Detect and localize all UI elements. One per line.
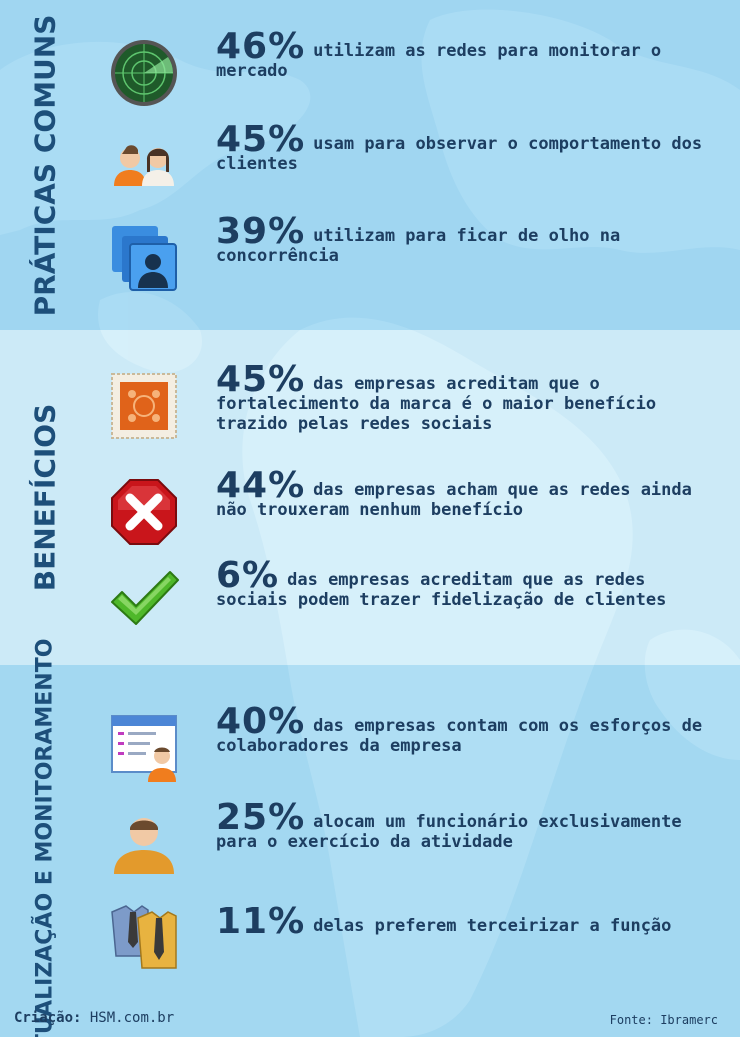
section-title-praticas: PRÁTICAS COMUNS xyxy=(28,14,62,316)
stamp-icon xyxy=(111,373,177,439)
stat-text: 25% alocam um funcionário exclusivamente … xyxy=(216,800,718,853)
stat-description: das empresas contam com os esforços de c… xyxy=(216,716,703,756)
stat-description: usam para observar o comportamento dos c… xyxy=(216,134,703,174)
stat-text: 46% utilizam as redes para monitorar o me… xyxy=(216,29,718,82)
section-title-beneficios: BENEFÍCIOS xyxy=(28,403,62,592)
stat-percentage: 39% xyxy=(216,211,306,252)
people-pair-icon xyxy=(114,145,174,186)
error-stop-icon xyxy=(111,479,177,545)
stat-description: utilizam as redes para monitorar o merca… xyxy=(216,41,662,81)
credit-line: Criação: HSM.com.br xyxy=(14,1010,174,1026)
stat-description: delas preferem terceirizar a função xyxy=(313,916,672,936)
stat-text: 45% usam para observar o comportamento do… xyxy=(216,122,718,175)
credit-value: HSM.com.br xyxy=(89,1010,175,1026)
stat-text: 44% das empresas acham que as redes ainda… xyxy=(216,468,718,521)
stat-text: 6% das empresas acreditam que as redes so… xyxy=(216,558,718,611)
stat-percentage: 46% xyxy=(216,26,306,67)
stat-item: 40% das empresas contam com os esforços d… xyxy=(108,704,718,784)
stat-description: das empresas acreditam que as redes soci… xyxy=(216,570,667,610)
stat-text: 40% das empresas contam com os esforços d… xyxy=(216,704,718,757)
stat-item: 6% das empresas acreditam que as redes so… xyxy=(108,558,718,638)
radar-icon xyxy=(111,40,177,106)
credit-label: Criação: xyxy=(14,1010,82,1026)
checkmark-icon xyxy=(111,571,179,625)
stat-text: 45% das empresas acreditam que o fortalec… xyxy=(216,362,718,435)
stat-description: utilizam para ficar de olho na concorrên… xyxy=(216,226,621,266)
stat-percentage: 25% xyxy=(216,797,306,838)
stat-text: 11% delas preferem terceirizar a função xyxy=(216,904,672,940)
stat-item: 44% das empresas acham que as redes ainda… xyxy=(108,468,718,548)
stat-item: 45% das empresas acreditam que o fortalec… xyxy=(108,362,718,442)
stat-item: 46% utilizam as redes para monitorar o me… xyxy=(108,29,718,109)
contacts-icon xyxy=(112,226,177,291)
stat-percentage: 6% xyxy=(216,555,280,596)
stat-item: 45% usam para observar o comportamento do… xyxy=(108,122,718,202)
stat-percentage: 45% xyxy=(216,119,306,160)
stat-percentage: 40% xyxy=(216,701,306,742)
employee-list-icon xyxy=(111,715,177,782)
source-note: Fonte: Ibramerc xyxy=(609,1013,718,1027)
stat-item: 11% delas preferem terceirizar a função xyxy=(108,902,718,974)
stat-description: das empresas acreditam que o fortalecime… xyxy=(216,374,657,434)
stat-percentage: 44% xyxy=(216,465,306,506)
stat-item: 25% alocam um funcionário exclusivamente … xyxy=(108,800,718,880)
stat-text: 39% utilizam para ficar de olho na concor… xyxy=(216,214,718,267)
stat-percentage: 11% xyxy=(216,901,306,942)
stat-percentage: 45% xyxy=(216,359,306,400)
stat-description: alocam um funcionário exclusivamente par… xyxy=(216,812,682,852)
stat-item: 39% utilizam para ficar de olho na concor… xyxy=(108,214,718,294)
section-title-atualizacao: ATUALIZAÇÃO E MONITORAMENTO xyxy=(32,638,58,1037)
stat-description: das empresas acham que as redes ainda nã… xyxy=(216,480,692,520)
user-icon xyxy=(114,818,174,874)
shirts-ties-icon xyxy=(111,905,177,969)
